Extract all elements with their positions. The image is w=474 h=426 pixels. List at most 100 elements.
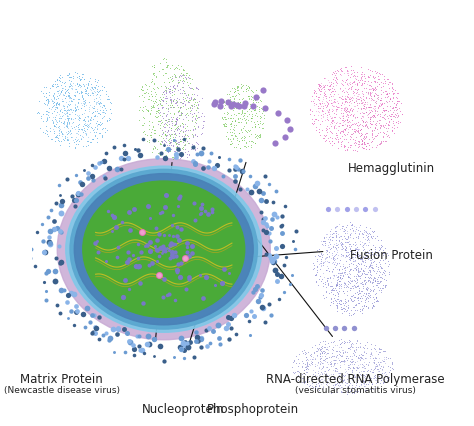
Point bbox=[306, 382, 314, 389]
Point bbox=[222, 324, 230, 331]
Point bbox=[351, 223, 358, 230]
Point bbox=[252, 109, 260, 116]
Point bbox=[91, 113, 99, 120]
Point bbox=[326, 140, 334, 147]
Point bbox=[72, 86, 79, 92]
Point bbox=[351, 253, 358, 260]
Point bbox=[316, 108, 323, 115]
Point bbox=[342, 284, 349, 291]
Point bbox=[312, 123, 320, 130]
Point bbox=[94, 249, 102, 256]
Point bbox=[349, 258, 357, 265]
Point bbox=[43, 108, 50, 115]
Point bbox=[340, 260, 347, 267]
Point bbox=[59, 102, 66, 109]
Point bbox=[88, 173, 96, 179]
Point bbox=[396, 97, 403, 104]
Point bbox=[364, 66, 371, 72]
Point bbox=[59, 86, 66, 93]
Point bbox=[380, 83, 387, 89]
Point bbox=[355, 104, 362, 111]
Point bbox=[398, 111, 405, 118]
Point bbox=[149, 104, 156, 110]
Point bbox=[180, 98, 188, 104]
Point bbox=[308, 357, 315, 364]
Point bbox=[257, 209, 264, 216]
Point bbox=[313, 268, 320, 275]
Point bbox=[319, 105, 327, 112]
Point bbox=[380, 108, 387, 115]
Point bbox=[381, 282, 389, 289]
Point bbox=[168, 248, 176, 255]
Point bbox=[181, 128, 189, 135]
Point bbox=[65, 70, 73, 77]
Point bbox=[80, 116, 87, 123]
Point bbox=[135, 106, 143, 113]
Point bbox=[338, 352, 346, 359]
Point bbox=[255, 123, 263, 130]
Point bbox=[325, 124, 332, 131]
Point bbox=[63, 93, 70, 100]
Point bbox=[362, 303, 369, 310]
Point bbox=[331, 114, 338, 121]
Point bbox=[320, 82, 328, 89]
Point bbox=[311, 371, 319, 378]
Point bbox=[321, 375, 328, 382]
Point bbox=[384, 262, 392, 269]
Point bbox=[329, 384, 337, 391]
Point bbox=[114, 331, 121, 337]
Point bbox=[165, 87, 173, 94]
Point bbox=[366, 261, 374, 268]
Point bbox=[354, 283, 362, 290]
Point bbox=[88, 161, 96, 168]
Point bbox=[322, 249, 330, 256]
Point bbox=[51, 114, 58, 121]
Point bbox=[336, 104, 343, 110]
Point bbox=[346, 80, 353, 87]
Point bbox=[382, 371, 389, 378]
Point bbox=[176, 154, 183, 161]
Point bbox=[361, 383, 369, 390]
Point bbox=[61, 89, 69, 96]
Point bbox=[74, 125, 82, 132]
Point bbox=[347, 285, 355, 291]
Point bbox=[72, 92, 79, 99]
Point bbox=[55, 86, 63, 93]
Point bbox=[385, 369, 392, 376]
Point bbox=[259, 120, 267, 127]
Point bbox=[365, 291, 372, 298]
Point bbox=[170, 147, 177, 154]
Point bbox=[63, 120, 70, 127]
Point bbox=[349, 372, 357, 379]
Point bbox=[160, 97, 167, 104]
Point bbox=[56, 75, 64, 81]
Point bbox=[365, 104, 372, 110]
Point bbox=[370, 298, 377, 305]
Point bbox=[338, 128, 346, 135]
Point bbox=[367, 120, 374, 127]
Point bbox=[363, 118, 370, 125]
Point bbox=[323, 254, 330, 261]
Point bbox=[342, 299, 349, 306]
Point bbox=[337, 242, 345, 248]
Point bbox=[319, 269, 327, 276]
Point bbox=[319, 382, 327, 389]
Point bbox=[319, 84, 327, 91]
Point bbox=[151, 144, 159, 150]
Point bbox=[50, 121, 58, 128]
Point bbox=[347, 95, 355, 102]
Point bbox=[364, 304, 372, 311]
Point bbox=[232, 164, 239, 171]
Point bbox=[355, 230, 363, 237]
Point bbox=[374, 264, 382, 271]
Point bbox=[160, 294, 167, 300]
Point bbox=[358, 354, 366, 361]
Point bbox=[86, 116, 93, 123]
Point bbox=[185, 276, 193, 283]
Point bbox=[249, 88, 256, 95]
Point bbox=[152, 73, 160, 80]
Point bbox=[335, 370, 342, 377]
Point bbox=[42, 123, 49, 130]
Point bbox=[155, 271, 163, 278]
Point bbox=[346, 361, 353, 368]
